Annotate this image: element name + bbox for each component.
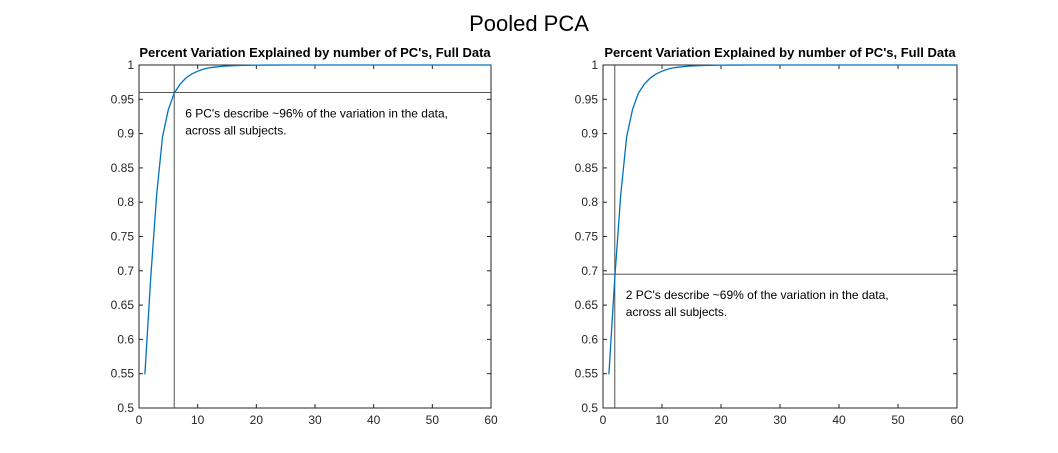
- chart-title: Percent Variation Explained by number of…: [139, 45, 491, 60]
- y-tick-label: 0.9: [117, 127, 134, 141]
- y-tick-label: 0.7: [581, 264, 598, 278]
- x-tick-label: 20: [714, 413, 728, 427]
- series-line: [144, 64, 491, 375]
- y-tick-label: 0.75: [575, 230, 599, 244]
- annotation-line-2: across all subjects.: [185, 123, 286, 137]
- y-tick-label: 0.85: [575, 161, 599, 175]
- y-tick-label: 1: [127, 58, 134, 72]
- x-tick-label: 0: [136, 413, 143, 427]
- y-tick-label: 0.5: [581, 401, 598, 415]
- x-tick-label: 50: [891, 413, 905, 427]
- chart-title: Percent Variation Explained by number of…: [604, 45, 956, 60]
- chart-panel-left: Percent Variation Explained by number of…: [111, 45, 498, 427]
- annotation-line-2: across all subjects.: [626, 305, 727, 319]
- y-tick-label: 0.75: [111, 230, 135, 244]
- axes-box: [138, 64, 492, 409]
- y-tick-label: 0.6: [581, 332, 598, 346]
- series-line: [608, 64, 957, 375]
- y-tick-label: 0.55: [111, 367, 135, 381]
- y-tick-label: 0.6: [117, 332, 134, 346]
- x-tick-label: 10: [191, 413, 205, 427]
- y-tick-label: 0.8: [581, 195, 598, 209]
- x-tick-label: 60: [950, 413, 964, 427]
- x-tick-label: 30: [308, 413, 322, 427]
- axes-box: [602, 64, 958, 409]
- x-tick-label: 10: [655, 413, 669, 427]
- y-tick-label: 0.65: [111, 298, 135, 312]
- y-tick-label: 0.65: [575, 298, 599, 312]
- y-tick-label: 0.95: [575, 92, 599, 106]
- x-tick-label: 0: [600, 413, 607, 427]
- x-tick-label: 30: [773, 413, 787, 427]
- y-tick-label: 0.9: [581, 127, 598, 141]
- y-tick-label: 0.5: [117, 401, 134, 415]
- annotation-line-1: 2 PC's describe ~69% of the variation in…: [626, 288, 889, 302]
- y-tick-label: 0.95: [111, 92, 135, 106]
- x-tick-label: 60: [484, 413, 498, 427]
- y-tick-label: 1: [591, 58, 598, 72]
- annotation-line-1: 6 PC's describe ~96% of the variation in…: [185, 106, 448, 120]
- figure-title: Pooled PCA: [469, 11, 589, 36]
- chart-panel-right: Percent Variation Explained by number of…: [575, 45, 964, 427]
- y-tick-label: 0.55: [575, 367, 599, 381]
- y-tick-label: 0.85: [111, 161, 135, 175]
- y-tick-label: 0.7: [117, 264, 134, 278]
- x-tick-label: 50: [426, 413, 440, 427]
- x-tick-label: 40: [367, 413, 381, 427]
- x-tick-label: 20: [250, 413, 264, 427]
- y-tick-label: 0.8: [117, 195, 134, 209]
- x-tick-label: 40: [832, 413, 846, 427]
